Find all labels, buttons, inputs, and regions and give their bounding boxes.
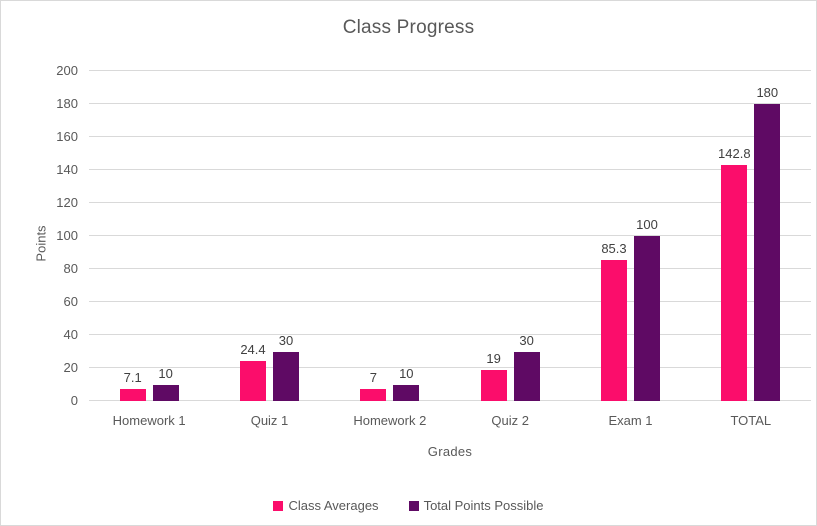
bar-total-points-possible (152, 384, 179, 401)
bar-wrap: 19 (480, 351, 507, 401)
gridline (89, 169, 811, 170)
bar-value-label: 30 (278, 332, 294, 348)
bar-group-homework-2: 7 10 (330, 71, 450, 401)
bar-total-points-possible (393, 384, 420, 401)
bar-value-label: 7 (369, 370, 377, 386)
plot-area: 7.1 10 24.4 30 7 10 19 30 85.3 100 142.8 180 (89, 70, 811, 401)
bar-wrap: 85.3 (600, 241, 627, 401)
bar-pair: 142.8 180 (691, 85, 811, 401)
legend-item-total-points-possible: Total Points Possible (408, 498, 544, 513)
x-axis-title: Grades (427, 444, 473, 459)
bar-value-label: 19 (486, 350, 501, 366)
bar-wrap: 24.4 (239, 342, 266, 401)
bar-group-total: 142.8 180 (691, 71, 811, 401)
y-tick-label: 80 (63, 261, 78, 276)
gridline (89, 103, 811, 104)
bar-value-label: 180 (756, 85, 779, 100)
x-axis-category-labels: Homework 1 Quiz 1 Homework 2 Quiz 2 Exam 1 TO… (89, 413, 811, 428)
bar-class-averages (360, 389, 387, 401)
bar-wrap: 10 (152, 366, 179, 401)
x-category-label: TOTAL (730, 413, 772, 428)
gridline (89, 301, 811, 302)
bar-value-label: 10 (399, 365, 414, 381)
legend-label: Class Averages (288, 498, 379, 513)
bar-pair: 24.4 30 (209, 333, 329, 401)
y-tick-label: 160 (56, 129, 78, 144)
bar-value-label: 100 (636, 217, 658, 232)
bar-pair: 85.3 100 (570, 217, 690, 401)
bar-total-points-possible (272, 351, 299, 401)
legend-label: Total Points Possible (423, 498, 544, 513)
bar-class-averages (721, 165, 748, 401)
bar-class-averages (119, 389, 146, 401)
bar-class-averages (239, 360, 266, 401)
bar-class-averages (600, 260, 627, 401)
gridline (89, 202, 811, 203)
legend: Class Averages Total Points Possible (1, 498, 816, 513)
bar-wrap: 100 (633, 217, 660, 401)
legend-swatch-icon (408, 500, 419, 511)
y-tick-label: 0 (70, 393, 78, 408)
y-tick-label: 200 (56, 63, 78, 78)
bar-wrap: 7 (360, 370, 387, 401)
gridline (89, 136, 811, 137)
legend-item-class-averages: Class Averages (273, 498, 379, 513)
bar-group-homework-1: 7.1 10 (89, 71, 209, 401)
bar-wrap: 30 (513, 333, 540, 401)
gridline (89, 268, 811, 269)
bar-wrap: 142.8 (718, 146, 751, 401)
bar-group-exam-1: 85.3 100 (570, 71, 690, 401)
gridline (89, 367, 811, 368)
x-category-label: Quiz 2 (491, 413, 529, 428)
x-category-label: Homework 1 (112, 413, 186, 428)
bar-group-quiz-1: 24.4 30 (209, 71, 329, 401)
bar-value-label: 85.3 (601, 241, 627, 257)
bar-wrap: 10 (393, 366, 420, 401)
bar-value-label: 30 (519, 332, 534, 348)
y-tick-label: 100 (56, 228, 78, 243)
bar-pair: 7 10 (330, 366, 450, 401)
bar-wrap: 7.1 (119, 370, 146, 401)
bar-total-points-possible (633, 236, 660, 401)
y-tick-label: 140 (56, 162, 78, 177)
x-category-label: Quiz 1 (250, 413, 289, 428)
bar-wrap: 180 (754, 85, 781, 401)
bar-pair: 19 30 (450, 333, 570, 401)
bar-value-label: 10 (158, 365, 173, 381)
bar-value-label: 142.8 (718, 146, 751, 162)
chart-title: Class Progress (342, 17, 475, 38)
y-tick-label: 20 (63, 360, 78, 375)
gridline (89, 235, 811, 236)
legend-swatch-icon (273, 500, 284, 511)
y-axis-tick-labels: 0 20 40 60 80 100 120 140 160 180 200 (1, 64, 78, 408)
y-tick-label: 120 (56, 195, 78, 210)
bar-pair: 7.1 10 (89, 366, 209, 401)
bar-total-points-possible (513, 351, 540, 401)
y-tick-label: 180 (56, 96, 78, 111)
gridline (89, 400, 811, 401)
bar-value-label: 7.1 (123, 370, 142, 386)
x-category-label: Exam 1 (608, 413, 653, 428)
y-tick-label: 40 (63, 327, 78, 342)
x-category-label: Homework 2 (353, 413, 427, 428)
gridline (89, 70, 811, 71)
bar-value-label: 24.4 (240, 341, 266, 357)
bar-wrap: 30 (272, 333, 299, 401)
bar-group-quiz-2: 19 30 (450, 71, 570, 401)
gridline (89, 334, 811, 335)
bar-total-points-possible (754, 104, 781, 401)
bar-groups: 7.1 10 24.4 30 7 10 19 30 85.3 100 142.8 180 (89, 71, 811, 401)
bar-class-averages (480, 369, 507, 401)
y-tick-label: 60 (63, 294, 78, 309)
